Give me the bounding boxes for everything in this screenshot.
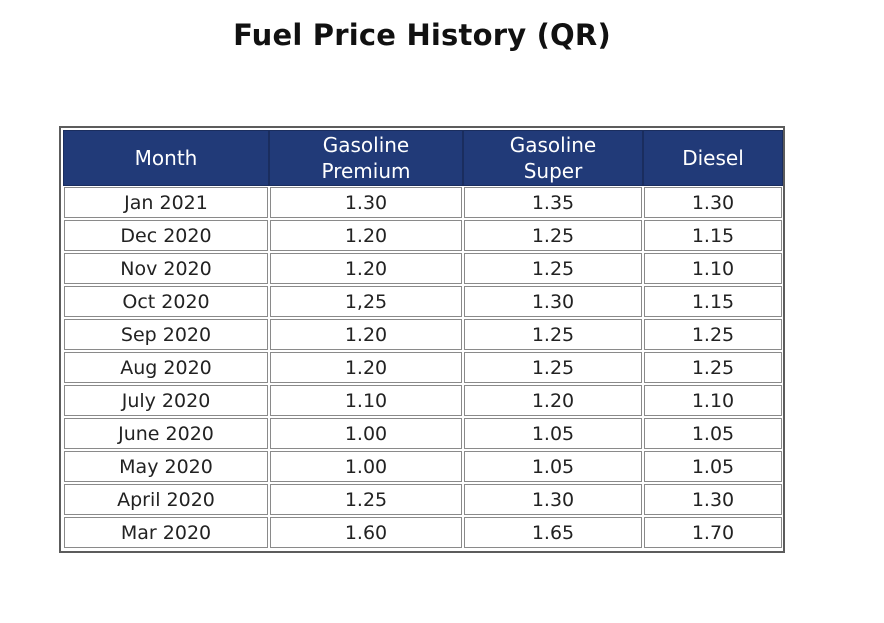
- table-row: June 2020 1.00 1.05 1.05: [64, 418, 782, 449]
- cell-gasoline-super: 1.30: [464, 484, 642, 515]
- cell-diesel: 1.25: [644, 319, 782, 350]
- cell-month: July 2020: [64, 385, 268, 416]
- cell-gasoline-super: 1.25: [464, 352, 642, 383]
- cell-gasoline-premium: 1.30: [270, 187, 462, 218]
- cell-gasoline-premium: 1.20: [270, 253, 462, 284]
- cell-gasoline-super: 1.20: [464, 385, 642, 416]
- cell-gasoline-premium: 1,25: [270, 286, 462, 317]
- cell-gasoline-premium: 1.00: [270, 451, 462, 482]
- cell-diesel: 1.10: [644, 385, 782, 416]
- cell-gasoline-premium: 1.00: [270, 418, 462, 449]
- cell-diesel: 1.05: [644, 418, 782, 449]
- cell-month: Oct 2020: [64, 286, 268, 317]
- header-super-line1: Gasoline: [509, 133, 597, 157]
- cell-gasoline-super: 1.25: [464, 220, 642, 251]
- cell-month: May 2020: [64, 451, 268, 482]
- cell-diesel: 1.10: [644, 253, 782, 284]
- header-month: Month: [63, 130, 269, 186]
- table-row: May 2020 1.00 1.05 1.05: [64, 451, 782, 482]
- cell-gasoline-premium: 1.10: [270, 385, 462, 416]
- table-row: Aug 2020 1.20 1.25 1.25: [64, 352, 782, 383]
- cell-gasoline-super: 1.05: [464, 418, 642, 449]
- cell-diesel: 1.30: [644, 484, 782, 515]
- fuel-price-table: Month Gasoline Premium Gasoline Super Di…: [62, 129, 784, 550]
- table-row: July 2020 1.10 1.20 1.10: [64, 385, 782, 416]
- cell-diesel: 1.15: [644, 220, 782, 251]
- cell-diesel: 1.15: [644, 286, 782, 317]
- header-premium-line2: Premium: [321, 159, 411, 183]
- cell-month: Dec 2020: [64, 220, 268, 251]
- cell-gasoline-premium: 1.25: [270, 484, 462, 515]
- cell-month: Sep 2020: [64, 319, 268, 350]
- cell-gasoline-super: 1.30: [464, 286, 642, 317]
- fuel-price-table-frame: Month Gasoline Premium Gasoline Super Di…: [59, 126, 785, 553]
- cell-month: Nov 2020: [64, 253, 268, 284]
- cell-gasoline-super: 1.25: [464, 319, 642, 350]
- cell-month: June 2020: [64, 418, 268, 449]
- header-diesel: Diesel: [643, 130, 783, 186]
- page-title: Fuel Price History (QR): [233, 18, 611, 52]
- cell-diesel: 1.25: [644, 352, 782, 383]
- cell-gasoline-super: 1.25: [464, 253, 642, 284]
- cell-diesel: 1.30: [644, 187, 782, 218]
- table-row: Mar 2020 1.60 1.65 1.70: [64, 517, 782, 548]
- table-row: April 2020 1.25 1.30 1.30: [64, 484, 782, 515]
- cell-diesel: 1.05: [644, 451, 782, 482]
- cell-diesel: 1.70: [644, 517, 782, 548]
- cell-month: April 2020: [64, 484, 268, 515]
- header-super-line2: Super: [523, 159, 583, 183]
- cell-month: Mar 2020: [64, 517, 268, 548]
- cell-gasoline-super: 1.35: [464, 187, 642, 218]
- header-diesel-line1: Diesel: [682, 146, 744, 170]
- table-row: Nov 2020 1.20 1.25 1.10: [64, 253, 782, 284]
- table-row: Dec 2020 1.20 1.25 1.15: [64, 220, 782, 251]
- header-month-line1: Month: [134, 146, 198, 170]
- table-header-row: Month Gasoline Premium Gasoline Super Di…: [63, 130, 783, 186]
- table-row: Jan 2021 1.30 1.35 1.30: [64, 187, 782, 218]
- cell-gasoline-premium: 1.20: [270, 352, 462, 383]
- cell-month: Aug 2020: [64, 352, 268, 383]
- cell-gasoline-premium: 1.20: [270, 220, 462, 251]
- cell-gasoline-super: 1.65: [464, 517, 642, 548]
- cell-gasoline-premium: 1.60: [270, 517, 462, 548]
- cell-gasoline-super: 1.05: [464, 451, 642, 482]
- cell-gasoline-premium: 1.20: [270, 319, 462, 350]
- header-gasoline-premium: Gasoline Premium: [269, 130, 463, 186]
- cell-month: Jan 2021: [64, 187, 268, 218]
- header-premium-line1: Gasoline: [322, 133, 410, 157]
- table-row: Oct 2020 1,25 1.30 1.15: [64, 286, 782, 317]
- table-row: Sep 2020 1.20 1.25 1.25: [64, 319, 782, 350]
- header-gasoline-super: Gasoline Super: [463, 130, 643, 186]
